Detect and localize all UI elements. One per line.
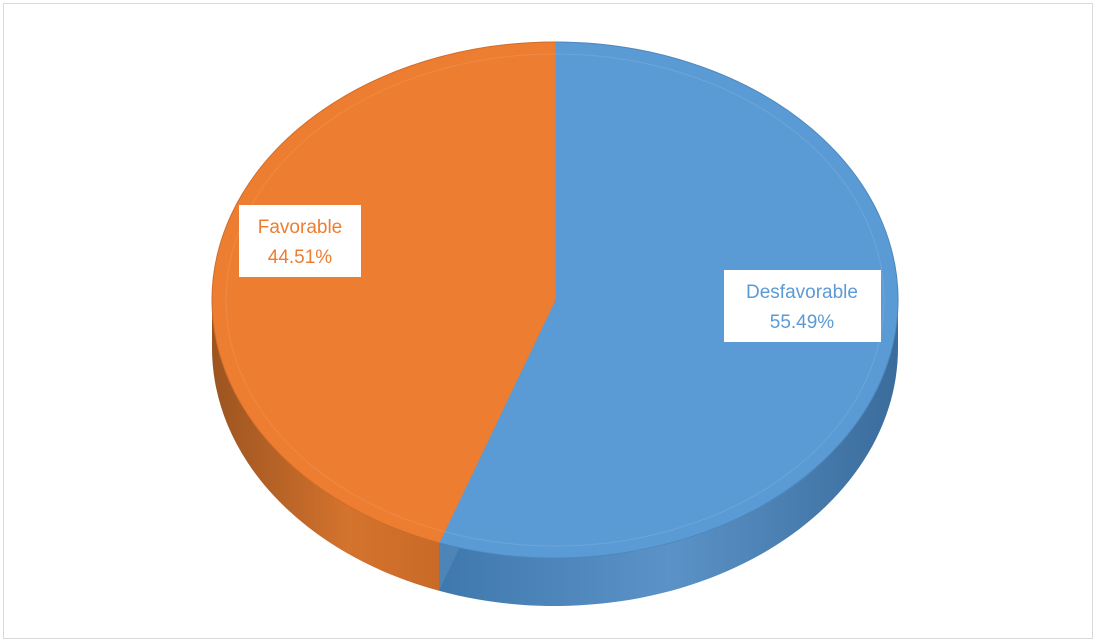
data-label-favorable: Favorable 44.51% — [239, 205, 361, 277]
label-value: 44.51% — [268, 247, 333, 268]
pie-side-favorable — [212, 300, 440, 591]
label-value: 55.49% — [770, 312, 835, 333]
pie-slice-favorable — [211, 41, 556, 544]
pie-slice-desfavorable — [438, 41, 899, 559]
pie-bevel-rim — [225, 53, 885, 547]
data-label-desfavorable: Desfavorable 55.49% — [724, 270, 881, 342]
label-category: Desfavorable — [746, 282, 858, 303]
pie-side-desfavorable — [439, 300, 898, 606]
label-category: Favorable — [258, 217, 343, 238]
label-box — [239, 205, 361, 277]
label-box — [724, 270, 881, 342]
pie-top-outline — [211, 41, 899, 559]
